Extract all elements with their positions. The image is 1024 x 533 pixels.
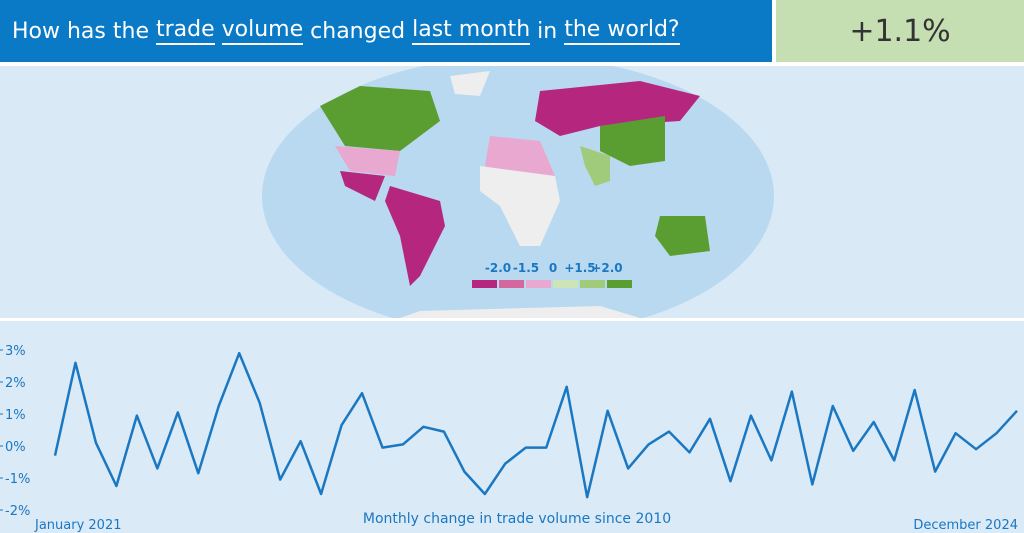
country (580, 146, 610, 186)
legend-swatch (553, 280, 578, 288)
country (385, 186, 445, 286)
country (450, 71, 490, 96)
selector[interactable]: trade (155, 17, 215, 45)
title-text: changed (310, 18, 406, 44)
x-tick-label: January 2021 (34, 518, 122, 533)
question-bar: How has the trade volume changed last mo… (0, 0, 772, 62)
line-chart: Monthly change in trade volume since 201… (0, 321, 1024, 533)
legend-swatch (526, 280, 551, 288)
country (320, 86, 440, 151)
world-map: -2.0 -1.5 0 +1.5+2.0 (262, 66, 774, 318)
selector[interactable]: the world? (564, 17, 680, 45)
legend-swatch (499, 280, 524, 288)
line-series (53, 351, 1018, 499)
y-tick-label: -1% (5, 472, 30, 487)
map-panel: -2.0 -1.5 0 +1.5 +2.0 (0, 66, 1024, 318)
legend-label: -1.5 (513, 261, 539, 275)
country (655, 216, 710, 256)
x-axis-label: Monthly change in trade volume since 201… (363, 511, 671, 527)
legend-label: +1.5 (564, 261, 595, 275)
y-tick-label: 2% (5, 376, 26, 391)
legend-swatch (607, 280, 632, 288)
legend-label: -2.0 (485, 261, 511, 275)
country (335, 146, 400, 176)
title-text: How has the (12, 18, 149, 44)
country (400, 306, 640, 318)
selector[interactable]: volume (221, 17, 304, 45)
country (480, 166, 560, 246)
y-tick-label: 3% (5, 344, 26, 359)
chart-background (0, 321, 1024, 533)
country (600, 116, 665, 166)
legend-swatch (580, 280, 605, 288)
selector[interactable]: last month (412, 17, 531, 45)
legend-label: +2.0 (591, 261, 622, 275)
legend-swatch (472, 280, 497, 288)
title-text: in (537, 18, 558, 44)
country (340, 171, 385, 201)
y-tick-label: 1% (5, 408, 26, 423)
legend-label: 0 (549, 261, 557, 275)
x-tick-label: December 2024 (913, 518, 1018, 533)
y-tick-label: 0% (5, 440, 26, 455)
y-tick-label: -2% (5, 504, 30, 519)
result: +1.1% (776, 0, 1024, 62)
